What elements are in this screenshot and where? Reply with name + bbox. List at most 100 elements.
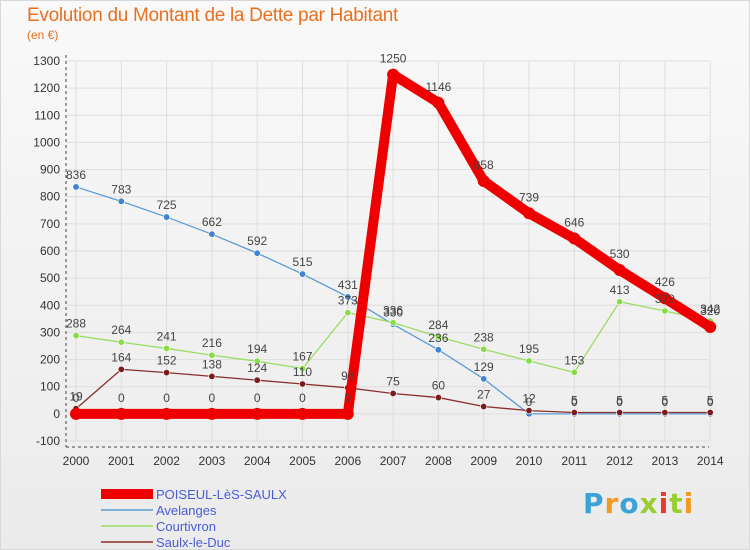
series-point-0: [523, 207, 535, 220]
x-tick-label: 2003: [199, 454, 226, 468]
series-point-3: [570, 408, 578, 416]
series-point-2: [480, 345, 488, 353]
series-point-3: [706, 408, 714, 416]
data-label: 783: [111, 182, 131, 196]
data-label-main: 1250: [380, 52, 407, 66]
series-point-1: [434, 346, 442, 354]
data-label-main: 646: [564, 216, 584, 230]
data-label: 413: [610, 283, 630, 297]
series-point-3: [389, 389, 397, 397]
x-tick-label: 2012: [606, 454, 633, 468]
series-point-0: [568, 232, 581, 245]
x-tick-label: 2007: [380, 454, 407, 468]
series-point-2: [253, 357, 261, 365]
series-point-2: [208, 351, 216, 359]
data-label: 0: [662, 395, 669, 409]
y-tick-label: 1200: [33, 81, 60, 95]
chart-subtitle: (en €): [27, 28, 59, 42]
series-point-2: [434, 333, 442, 341]
logo-letter: i: [658, 487, 670, 520]
y-tick-label: 1300: [33, 54, 60, 68]
x-tick-label: 2005: [289, 454, 316, 468]
y-tick-label: 500: [40, 271, 60, 285]
series-point-1: [72, 183, 80, 191]
data-label-main: 530: [610, 247, 630, 261]
y-tick-label: 1100: [34, 108, 60, 122]
x-tick-label: 2014: [697, 454, 724, 468]
series-point-0: [477, 174, 490, 187]
data-label: 216: [202, 336, 222, 350]
series-point-3: [208, 372, 216, 380]
series-point-1: [480, 375, 488, 383]
data-label: 110: [293, 365, 312, 379]
x-tick-label: 2004: [244, 454, 271, 468]
data-label: 167: [292, 350, 312, 364]
data-label: 342: [700, 302, 720, 316]
series-point-3: [525, 407, 533, 415]
data-label: 431: [338, 278, 358, 292]
x-tick-label: 2001: [108, 454, 135, 468]
data-label: 153: [564, 353, 584, 367]
series-point-0: [251, 407, 264, 420]
series-point-2: [72, 332, 80, 340]
legend-label-3: Saulx-le-Duc: [156, 535, 231, 549]
data-labels: 836 783 725 662 592 515 431 330 236 129 0 0 0 0 0 288 26…: [66, 52, 721, 409]
series-point-1: [344, 293, 352, 301]
y-tick-label: 0: [53, 407, 60, 421]
data-label: 238: [474, 330, 494, 344]
data-label: 75: [386, 375, 400, 389]
legend: POISEUL-LèS-SAULXAvelangesCourtivronSaul…: [101, 487, 287, 549]
series-point-0: [205, 407, 218, 420]
data-label: 592: [247, 234, 267, 248]
data-label: 5: [662, 394, 669, 408]
series-point-0: [387, 68, 400, 81]
data-label-main: 426: [655, 275, 675, 289]
data-label: 5: [616, 394, 623, 408]
data-label-main: 0: [254, 391, 261, 405]
x-tick-label: 2010: [516, 454, 543, 468]
data-label-main: 320: [700, 304, 720, 318]
y-tick-label: 300: [40, 325, 60, 339]
logo-letter: x: [639, 487, 659, 520]
y-tick-label: 700: [40, 217, 60, 231]
data-label: 662: [202, 215, 222, 229]
data-label: 0: [707, 395, 714, 409]
data-label: 373: [338, 294, 358, 308]
data-label: 12: [522, 392, 536, 406]
logo-letter: P: [583, 487, 605, 520]
series-point-1: [208, 230, 216, 238]
data-label: 138: [202, 357, 222, 371]
data-label-main: 0: [163, 391, 170, 405]
data-label: 725: [157, 198, 177, 212]
x-tick-label: 2000: [63, 454, 90, 468]
series-point-3: [117, 365, 125, 373]
data-label: 515: [292, 255, 312, 269]
series-point-0: [296, 407, 309, 420]
y-tick-label: 200: [40, 353, 60, 367]
series-point-0: [115, 407, 128, 420]
data-label: 0: [571, 395, 578, 409]
data-label: 284: [428, 318, 448, 332]
series-point-2: [570, 368, 578, 376]
data-label: 96: [341, 369, 355, 383]
data-label: 0: [526, 395, 533, 409]
series-lines: [70, 68, 717, 420]
data-label: 0: [616, 395, 623, 409]
data-label: 241: [157, 329, 177, 343]
data-label: 5: [571, 394, 578, 408]
logo-letter: o: [619, 487, 640, 520]
data-label: 336: [383, 304, 403, 318]
series-point-1: [117, 197, 125, 205]
logo-letter: r: [604, 487, 620, 520]
y-tick-label: 1000: [33, 135, 60, 149]
data-label: 152: [157, 354, 177, 368]
series-point-3: [298, 380, 306, 388]
data-label-main: 0: [209, 391, 216, 405]
series-point-0: [658, 292, 671, 305]
series-point-1: [163, 213, 171, 221]
series-point-2: [525, 357, 533, 365]
data-label: 264: [111, 323, 131, 337]
series-point-1: [298, 270, 306, 278]
data-label-main: 858: [474, 158, 494, 172]
